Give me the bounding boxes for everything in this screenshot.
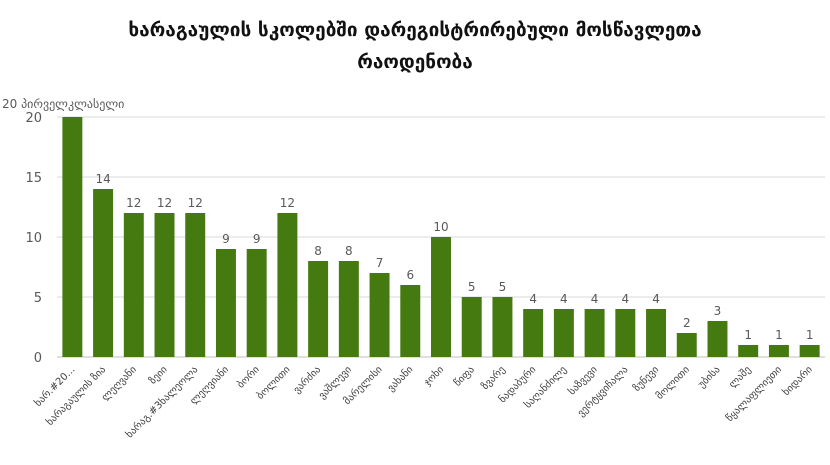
data-label: 4 [591, 292, 599, 306]
x-tick-label: ვახანი [385, 364, 415, 394]
data-label: 12 [157, 196, 172, 210]
y-axis-label: 20 პირველკლასელი [2, 97, 124, 111]
x-tick-label: უბისა [696, 364, 723, 391]
data-label: 12 [188, 196, 203, 210]
bar [93, 189, 114, 357]
data-label: 14 [95, 172, 110, 186]
bar [738, 345, 759, 357]
data-label: 6 [406, 268, 414, 282]
data-label: 1 [775, 328, 783, 342]
data-label: 4 [621, 292, 629, 306]
bar [676, 333, 697, 357]
x-tick-label: მოლითი [654, 364, 692, 402]
bars [62, 117, 820, 357]
x-tick-label: ბოლითი [254, 364, 292, 402]
x-tick-label: ზეიი [147, 364, 170, 387]
bar [768, 345, 789, 357]
x-tick-label: ბორი [235, 364, 262, 391]
data-label: 4 [652, 292, 660, 306]
bar [646, 309, 667, 357]
data-label: 12 [280, 196, 295, 210]
bar [62, 117, 83, 357]
x-tick-label: წყალაფლიეთი [724, 364, 784, 424]
data-label: 10 [433, 220, 448, 234]
data-label: 2 [683, 316, 691, 330]
data-label: 12 [126, 196, 141, 210]
bar [185, 213, 206, 357]
x-tick-label: ზვარე [479, 364, 507, 392]
y-tick-label: 15 [25, 171, 42, 186]
x-tick-label: ხიდარი [780, 364, 815, 399]
bar [492, 297, 513, 357]
x-tick-label: წიფა [452, 364, 477, 389]
bar [584, 309, 605, 357]
bar [154, 213, 175, 357]
bar [461, 297, 482, 357]
bar [277, 213, 298, 357]
x-tick-label: ზუნევი [631, 364, 661, 394]
bar [523, 309, 544, 357]
y-tick-label: 20 [25, 111, 42, 126]
bar [338, 261, 359, 357]
bar [123, 213, 144, 357]
y-tick-label: 10 [25, 231, 42, 246]
bar [400, 285, 421, 357]
data-label: 9 [222, 232, 230, 246]
chart-title-line-2: რაოდენობა [357, 51, 473, 73]
data-label: 8 [314, 244, 322, 258]
data-label: 9 [253, 232, 261, 246]
bar [707, 321, 728, 357]
data-labels: 14 12 12 12 9 9 12 8 8 7 6 10 5 5 4 4 4 4 4 2 3 1 1 1 [95, 172, 813, 342]
bar [246, 249, 267, 357]
x-tick-label: ჯოხი [422, 364, 447, 389]
data-label: 4 [529, 292, 537, 306]
data-label: 1 [744, 328, 752, 342]
bar [431, 237, 451, 357]
data-label: 3 [714, 304, 722, 318]
y-tick-label: 5 [34, 291, 42, 306]
y-tick-label: 0 [34, 351, 42, 366]
chart-title-line-1: ხარაგაულის სკოლებში დარეგისტრირებული მოს… [128, 19, 702, 41]
bar [615, 309, 636, 357]
bar [553, 309, 574, 357]
bar [369, 273, 390, 357]
data-label: 5 [499, 280, 507, 294]
data-label: 4 [560, 292, 568, 306]
y-axis: 0 5 10 15 20 [25, 111, 42, 366]
data-label: 8 [345, 244, 353, 258]
bar [799, 345, 820, 357]
x-tick-label: ლაშე [726, 364, 753, 391]
bar [215, 249, 236, 357]
data-label: 5 [468, 280, 476, 294]
data-label: 1 [806, 328, 814, 342]
chart-title: ხარაგაულის სკოლებში დარეგისტრირებული მოს… [0, 14, 830, 78]
data-label: 7 [376, 256, 384, 270]
bar [308, 261, 329, 357]
